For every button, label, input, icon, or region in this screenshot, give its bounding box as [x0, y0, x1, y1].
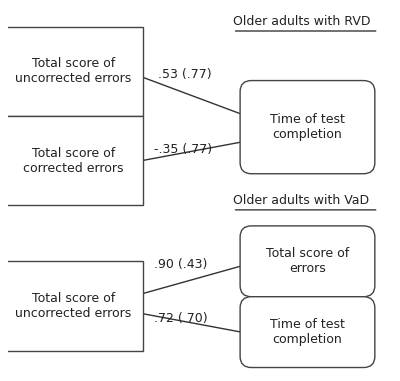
FancyBboxPatch shape [240, 226, 375, 297]
FancyBboxPatch shape [240, 80, 375, 174]
Text: Total score of
uncorrected errors: Total score of uncorrected errors [16, 57, 132, 85]
FancyBboxPatch shape [240, 297, 375, 368]
Text: Older adults with RVD: Older adults with RVD [233, 15, 370, 29]
Text: Time of test
completion: Time of test completion [270, 113, 345, 141]
Text: Total score of
corrected errors: Total score of corrected errors [23, 147, 124, 174]
Text: .53 (.77): .53 (.77) [158, 67, 211, 80]
Text: -.35 (.77): -.35 (.77) [154, 143, 212, 156]
Text: Total score of
errors: Total score of errors [266, 247, 349, 275]
Text: Time of test
completion: Time of test completion [270, 318, 345, 346]
Text: Total score of
uncorrected errors: Total score of uncorrected errors [16, 292, 132, 320]
FancyBboxPatch shape [4, 261, 143, 351]
Text: Older adults with VaD: Older adults with VaD [233, 194, 369, 207]
FancyBboxPatch shape [4, 27, 143, 116]
Text: .90 (.43): .90 (.43) [154, 258, 207, 271]
FancyBboxPatch shape [4, 116, 143, 205]
Text: .72 (.70): .72 (.70) [154, 312, 208, 325]
